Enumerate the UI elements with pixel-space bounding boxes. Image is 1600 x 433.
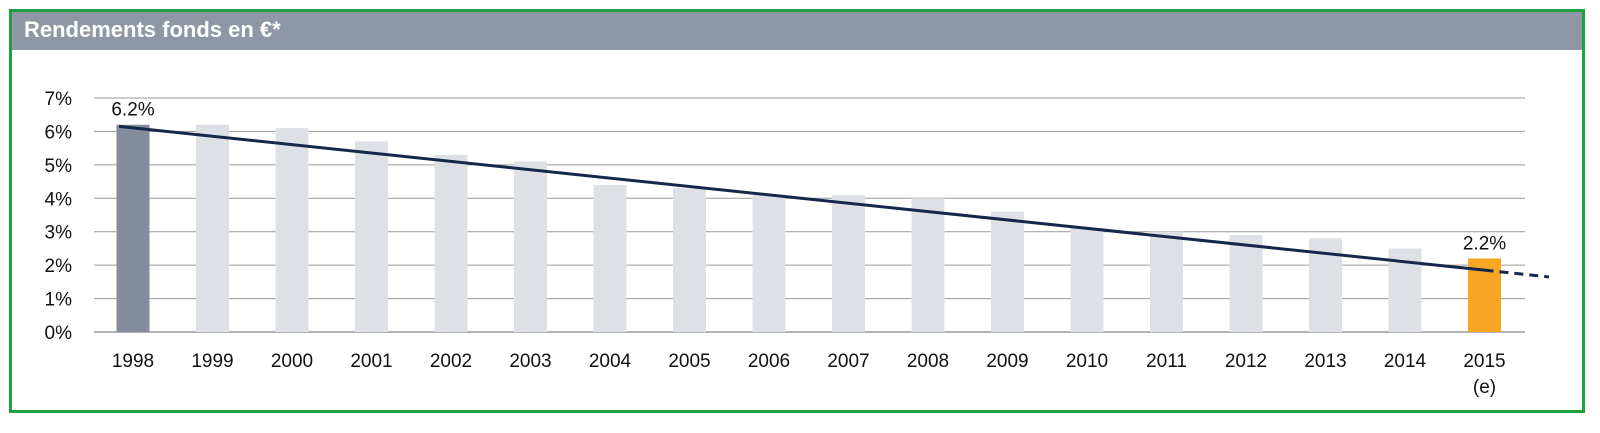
trend-layer bbox=[118, 124, 1550, 279]
bar-2007 bbox=[832, 194, 865, 332]
data-label-2015: 2.2% bbox=[1463, 233, 1506, 254]
label-layer: 0% 1% 2% 3% 4% 5% 6% 7% 1998 1999 2000 2001 2002 2003… bbox=[45, 89, 1507, 398]
bar-2002 bbox=[434, 154, 468, 332]
title-bar: Rendements fonds en €* bbox=[12, 12, 1582, 50]
y-tick-label: 1% bbox=[45, 290, 73, 311]
y-tick-label: 5% bbox=[45, 156, 73, 177]
x-tick-label: 2014 bbox=[1384, 351, 1427, 372]
chart-title: Rendements fonds en €* bbox=[24, 17, 281, 42]
chart-frame: Rendements fonds en €* bbox=[9, 9, 1585, 413]
x-tick-label: 2002 bbox=[430, 351, 472, 372]
x-tick-label: 1999 bbox=[191, 351, 233, 372]
y-tick-label: 4% bbox=[45, 189, 73, 210]
bar-layer bbox=[116, 124, 1501, 332]
x-tick-label: 2015 bbox=[1463, 351, 1505, 372]
x-tick-label: 2013 bbox=[1304, 351, 1346, 372]
y-tick-label: 6% bbox=[45, 122, 73, 143]
bar-1999 bbox=[196, 124, 229, 332]
x-tick-label: 2007 bbox=[827, 351, 869, 372]
bar-2005 bbox=[673, 188, 706, 332]
data-label-1998: 6.2% bbox=[111, 100, 154, 121]
bar-2011 bbox=[1150, 231, 1183, 332]
bar-2003 bbox=[514, 161, 547, 332]
trendline bbox=[118, 124, 1485, 272]
x-tick-label: 2011 bbox=[1146, 351, 1187, 372]
x-tick-label: 2004 bbox=[589, 351, 632, 372]
x-tick-label: 2006 bbox=[748, 351, 790, 372]
x-tick-label: 2010 bbox=[1066, 351, 1108, 372]
x-tick-label: 2008 bbox=[907, 351, 949, 372]
y-tick-label: 3% bbox=[45, 223, 73, 244]
x-tick-label: 2001 bbox=[350, 351, 392, 372]
bar-2010 bbox=[1070, 228, 1104, 332]
y-tick-label: 0% bbox=[45, 323, 73, 344]
bar-1998 bbox=[116, 124, 150, 332]
grid-layer bbox=[94, 97, 1525, 333]
x-tick-label: 2009 bbox=[986, 351, 1028, 372]
x-tick-sublabel: (e) bbox=[1473, 377, 1496, 398]
y-tick-label: 7% bbox=[45, 89, 73, 110]
x-tick-label: 2005 bbox=[668, 351, 710, 372]
bar-2000 bbox=[275, 128, 309, 332]
bar-2008 bbox=[911, 198, 945, 332]
bar-2009 bbox=[991, 211, 1024, 332]
bar-2012 bbox=[1229, 235, 1263, 332]
x-tick-label: 2012 bbox=[1225, 351, 1267, 372]
bar-2006 bbox=[752, 194, 786, 332]
trendline-extension bbox=[1484, 268, 1550, 279]
x-tick-label: 2003 bbox=[509, 351, 551, 372]
bar-2001 bbox=[355, 141, 388, 332]
x-tick-label: 1998 bbox=[112, 351, 154, 372]
y-tick-label: 2% bbox=[45, 256, 73, 277]
bar-2004 bbox=[593, 184, 627, 332]
x-tick-label: 2000 bbox=[271, 351, 313, 372]
